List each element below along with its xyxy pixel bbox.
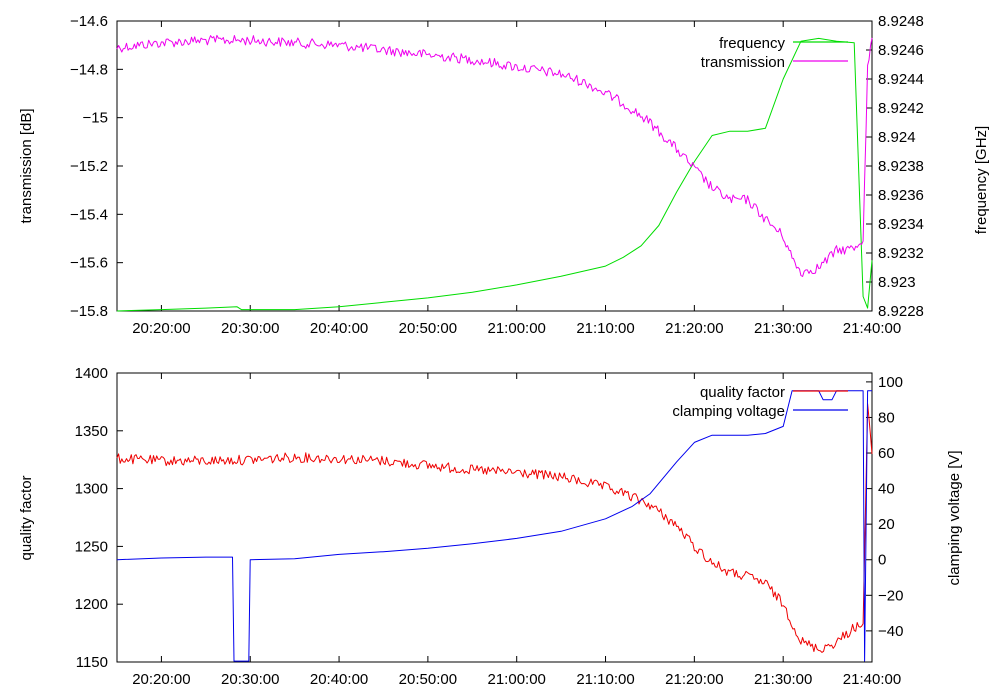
x-tick-label: 20:40:00 — [310, 320, 368, 337]
x-tick-label: 21:10:00 — [576, 320, 634, 337]
y2-tick-label: −40 — [878, 623, 903, 640]
y2-tick-label: 8.924 — [878, 129, 916, 146]
y1-tick-label: 1300 — [75, 481, 108, 498]
y2-axis-label-bottom: clamping voltage [V] — [946, 450, 963, 585]
y2-tick-label: 8.9238 — [878, 158, 924, 175]
x-tick-label: 20:50:00 — [399, 671, 457, 688]
y1-tick-label: −15.6 — [70, 255, 108, 272]
panel-bottom: 20:20:00 20:30:00 20:40:00 20:50:00 21:00:00… — [18, 365, 963, 688]
y1-tick-label: −15.8 — [70, 303, 108, 320]
y1-tick-label: −15.2 — [70, 158, 108, 175]
y1-tick-label: 1350 — [75, 423, 108, 440]
y2-tick-label: 80 — [878, 409, 895, 426]
series-line-transmission — [116, 34, 873, 277]
x-tick-label: 20:30:00 — [221, 671, 279, 688]
y1-tick-label: 1200 — [75, 596, 108, 613]
y1-tick-label: 1150 — [76, 654, 108, 671]
x-tick-label: 21:00:00 — [488, 671, 546, 688]
x-tick-label: 21:20:00 — [665, 671, 723, 688]
panel-top: 20:20:00 20:30:00 20:40:00 20:50:00 21:00:00… — [18, 13, 990, 337]
plot-frame-bottom — [116, 372, 873, 663]
y1-tick-label: −14.8 — [70, 61, 108, 78]
x-tick-label: 21:30:00 — [754, 671, 812, 688]
x-tick-label: 21:20:00 — [665, 320, 723, 337]
legend-label-transmission: transmission — [701, 54, 785, 71]
y2-tick-label: 20 — [878, 516, 895, 533]
y1-tick-label: 1400 — [75, 365, 108, 382]
x-tick-label: 20:40:00 — [310, 671, 368, 688]
series-line-quality-factor — [116, 403, 873, 653]
y2-tick-label: 8.9248 — [878, 13, 924, 30]
y2-tick-label: 8.9234 — [878, 216, 924, 233]
x-tick-label: 21:30:00 — [754, 320, 812, 337]
legend-top: frequency transmission — [701, 35, 848, 71]
y1-tick-label: −15 — [83, 110, 108, 127]
x-tick-label: 21:00:00 — [488, 320, 546, 337]
legend-label-quality-factor: quality factor — [700, 384, 785, 401]
series-line-frequency — [116, 37, 873, 312]
x-tick-label: 20:20:00 — [132, 671, 190, 688]
y2-tick-label: 8.9236 — [878, 187, 924, 204]
y1-axis-label-top: transmission [dB] — [18, 108, 35, 223]
x-tick-label: 21:10:00 — [576, 671, 634, 688]
y2-tick-label: −20 — [878, 587, 903, 604]
y2-tick-label: 8.9244 — [878, 71, 924, 88]
legend-label-frequency: frequency — [719, 35, 785, 52]
legend-label-clamping-voltage: clamping voltage — [672, 403, 785, 420]
y2-tick-label: 0 — [878, 552, 886, 569]
y1-axis-label-bottom: quality factor — [18, 475, 35, 560]
x-tick-label: 20:50:00 — [399, 320, 457, 337]
series-line-clamping-voltage — [116, 390, 872, 662]
y1-tick-label: −15.4 — [70, 206, 108, 223]
x-tick-label: 21:40:00 — [843, 671, 901, 688]
y2-tick-label: 40 — [878, 481, 895, 498]
y2-tick-label: 8.9228 — [878, 303, 924, 320]
y2-tick-label: 8.9246 — [878, 42, 924, 59]
y2-tick-label: 8.9242 — [878, 100, 924, 117]
y2-tick-label: 60 — [878, 445, 895, 462]
y1-tick-label: −14.6 — [70, 13, 108, 30]
y1-tick-label: 1250 — [75, 538, 108, 555]
y2-axis-label-top: frequency [GHz] — [973, 126, 990, 234]
y2-tick-label: 100 — [878, 374, 903, 391]
y2-tick-label: 8.9232 — [878, 245, 924, 262]
x-tick-label: 21:40:00 — [843, 320, 901, 337]
legend-bottom: quality factor clamping voltage — [672, 384, 848, 420]
x-tick-label: 20:30:00 — [221, 320, 279, 337]
x-tick-label: 20:20:00 — [132, 320, 190, 337]
y2-tick-label: 8.923 — [878, 274, 916, 291]
